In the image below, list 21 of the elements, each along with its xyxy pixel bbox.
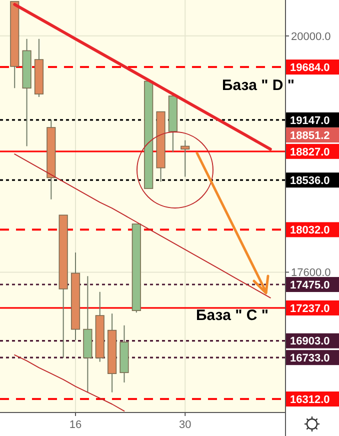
ref-line-label: 17475.0 — [290, 279, 330, 292]
ref-line-label: 16903.0 — [290, 336, 330, 348]
line-series — [14, 154, 271, 298]
x-tick-label: 16 — [69, 419, 82, 431]
ref-line-label: 19684.0 — [290, 62, 330, 74]
ref-line-label: 16733.0 — [290, 352, 330, 364]
y-tick-label: 20000.0 — [291, 30, 331, 43]
ref-line-label: 19147.0 — [290, 114, 330, 127]
ref-line-label: 18827.0 — [290, 146, 330, 158]
ref-line-label: 17237.0 — [290, 302, 330, 315]
annotation: База " C " — [196, 307, 268, 324]
y-tick-label: 17600.0 — [291, 267, 331, 280]
ref-line-label: 16312.0 — [290, 394, 330, 406]
ref-line-label: 18536.0 — [290, 174, 330, 187]
x-tick-label: 30 — [179, 419, 192, 431]
ref-line-label: 18032.0 — [290, 224, 330, 237]
candlestick — [180, 140, 190, 178]
annotation: База " D " — [222, 77, 294, 94]
text: 18851.2 — [290, 130, 330, 142]
line-series — [14, 354, 125, 412]
line-series — [13, 2, 272, 151]
